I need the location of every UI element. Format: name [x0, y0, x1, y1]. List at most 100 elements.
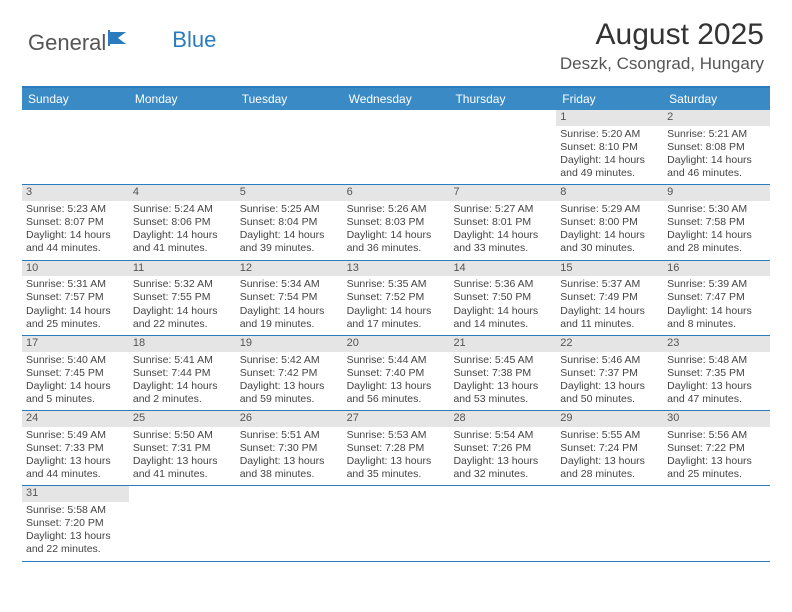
empty-cell: [22, 110, 129, 184]
daylight-line: Daylight: 14 hours and 46 minutes.: [667, 154, 766, 180]
sunset-line: Sunset: 7:58 PM: [667, 216, 766, 229]
dow-row: SundayMondayTuesdayWednesdayThursdayFrid…: [22, 88, 770, 110]
dow-tuesday: Tuesday: [236, 88, 343, 110]
sunrise-line: Sunrise: 5:29 AM: [560, 203, 659, 216]
daylight-line: Daylight: 14 hours and 39 minutes.: [240, 229, 339, 255]
daylight-line: Daylight: 13 hours and 25 minutes.: [667, 455, 766, 481]
sunset-line: Sunset: 7:26 PM: [453, 442, 552, 455]
day-number: 11: [129, 261, 236, 277]
title-block: August 2025 Deszk, Csongrad, Hungary: [560, 18, 764, 74]
sunset-line: Sunset: 7:45 PM: [26, 367, 125, 380]
daylight-line: Daylight: 14 hours and 5 minutes.: [26, 380, 125, 406]
sunrise-line: Sunrise: 5:49 AM: [26, 429, 125, 442]
sunset-line: Sunset: 7:40 PM: [347, 367, 446, 380]
sunrise-line: Sunrise: 5:51 AM: [240, 429, 339, 442]
daylight-line: Daylight: 14 hours and 33 minutes.: [453, 229, 552, 255]
sunrise-line: Sunrise: 5:41 AM: [133, 354, 232, 367]
day-cell: 15Sunrise: 5:37 AMSunset: 7:49 PMDayligh…: [556, 261, 663, 335]
sunrise-line: Sunrise: 5:54 AM: [453, 429, 552, 442]
sunrise-line: Sunrise: 5:27 AM: [453, 203, 552, 216]
day-cell: 17 Sunrise: 5:40 AMSunset: 7:45 PMDayligh…: [22, 336, 129, 410]
empty-cell: [343, 486, 450, 560]
day-cell: 28Sunrise: 5:54 AMSunset: 7:26 PMDayligh…: [449, 411, 556, 485]
day-cell: 6Sunrise: 5:26 AMSunset: 8:03 PMDaylight…: [343, 185, 450, 259]
dow-thursday: Thursday: [449, 88, 556, 110]
sunset-line: Sunset: 8:10 PM: [560, 141, 659, 154]
day-cell: 25Sunrise: 5:50 AMSunset: 7:31 PMDayligh…: [129, 411, 236, 485]
daylight-line: Daylight: 14 hours and 28 minutes.: [667, 229, 766, 255]
day-number: 10: [22, 261, 129, 277]
day-number: 16: [663, 261, 770, 277]
sunset-line: Sunset: 8:07 PM: [26, 216, 125, 229]
sunset-line: Sunset: 7:28 PM: [347, 442, 446, 455]
sunset-line: Sunset: 7:24 PM: [560, 442, 659, 455]
day-cell: 27Sunrise: 5:53 AMSunset: 7:28 PMDayligh…: [343, 411, 450, 485]
day-cell: 14Sunrise: 5:36 AMSunset: 7:50 PMDayligh…: [449, 261, 556, 335]
daylight-line: Daylight: 14 hours and 44 minutes.: [26, 229, 125, 255]
sunset-line: Sunset: 8:03 PM: [347, 216, 446, 229]
day-cell: 12Sunrise: 5:34 AMSunset: 7:54 PMDayligh…: [236, 261, 343, 335]
empty-cell: [449, 486, 556, 560]
daylight-line: Daylight: 13 hours and 35 minutes.: [347, 455, 446, 481]
brand-word1: General: [28, 30, 106, 56]
day-number: 29: [556, 411, 663, 427]
empty-cell: [129, 110, 236, 184]
day-cell: 23Sunrise: 5:48 AMSunset: 7:35 PMDayligh…: [663, 336, 770, 410]
sunset-line: Sunset: 7:54 PM: [240, 291, 339, 304]
day-number: 13: [343, 261, 450, 277]
day-number: 31: [22, 486, 129, 502]
week-row: 1Sunrise: 5:20 AMSunset: 8:10 PMDaylight…: [22, 110, 770, 185]
sunrise-line: Sunrise: 5:24 AM: [133, 203, 232, 216]
sunrise-line: Sunrise: 5:25 AM: [240, 203, 339, 216]
header: General Blue August 2025 Deszk, Csongrad…: [0, 0, 792, 82]
day-number: 4: [129, 185, 236, 201]
month-title: August 2025: [560, 18, 764, 52]
day-number: 15: [556, 261, 663, 277]
dow-wednesday: Wednesday: [343, 88, 450, 110]
day-number: 20: [343, 336, 450, 352]
sunset-line: Sunset: 7:31 PM: [133, 442, 232, 455]
week-row: 10Sunrise: 5:31 AMSunset: 7:57 PM Dayligh…: [22, 261, 770, 336]
dow-friday: Friday: [556, 88, 663, 110]
day-cell: 26Sunrise: 5:51 AMSunset: 7:30 PMDayligh…: [236, 411, 343, 485]
day-cell: 31Sunrise: 5:58 AMSunset: 7:20 PMDayligh…: [22, 486, 129, 560]
day-cell: 18Sunrise: 5:41 AMSunset: 7:44 PMDayligh…: [129, 336, 236, 410]
sunset-line: Sunset: 7:49 PM: [560, 291, 659, 304]
day-cell: 21Sunrise: 5:45 AMSunset: 7:38 PMDayligh…: [449, 336, 556, 410]
sunset-line: Sunset: 7:37 PM: [560, 367, 659, 380]
day-number: 26: [236, 411, 343, 427]
sunset-line: Sunset: 8:06 PM: [133, 216, 232, 229]
sunrise-line: Sunrise: 5:30 AM: [667, 203, 766, 216]
day-number: 17: [22, 336, 129, 352]
day-cell: 5Sunrise: 5:25 AMSunset: 8:04 PMDaylight…: [236, 185, 343, 259]
empty-cell: [236, 486, 343, 560]
day-cell: 11Sunrise: 5:32 AMSunset: 7:55 PMDayligh…: [129, 261, 236, 335]
daylight-line: Daylight: 14 hours and 36 minutes.: [347, 229, 446, 255]
empty-cell: [449, 110, 556, 184]
daylight-line: Daylight: 13 hours and 50 minutes.: [560, 380, 659, 406]
daylight-line: Daylight: 13 hours and 47 minutes.: [667, 380, 766, 406]
sunset-line: Sunset: 7:35 PM: [667, 367, 766, 380]
daylight-line: Daylight: 14 hours and 41 minutes.: [133, 229, 232, 255]
day-number: 7: [449, 185, 556, 201]
sunset-line: Sunset: 7:57 PM: [26, 291, 125, 304]
sunrise-line: Sunrise: 5:45 AM: [453, 354, 552, 367]
daylight-line: Daylight: 14 hours and 11 minutes.: [560, 305, 659, 331]
sunrise-line: Sunrise: 5:37 AM: [560, 278, 659, 291]
empty-cell: [663, 486, 770, 560]
sunset-line: Sunset: 7:20 PM: [26, 517, 125, 530]
day-cell: 2Sunrise: 5:21 AMSunset: 8:08 PMDaylight…: [663, 110, 770, 184]
day-cell: 19Sunrise: 5:42 AMSunset: 7:42 PMDayligh…: [236, 336, 343, 410]
empty-cell: [343, 110, 450, 184]
sunrise-line: Sunrise: 5:40 AM: [26, 354, 125, 367]
day-number: 25: [129, 411, 236, 427]
daylight-line: Daylight: 14 hours and 49 minutes.: [560, 154, 659, 180]
day-number: 9: [663, 185, 770, 201]
sunrise-line: Sunrise: 5:26 AM: [347, 203, 446, 216]
dow-saturday: Saturday: [663, 88, 770, 110]
sunrise-line: Sunrise: 5:34 AM: [240, 278, 339, 291]
day-cell: 3Sunrise: 5:23 AMSunset: 8:07 PMDaylight…: [22, 185, 129, 259]
sunrise-line: Sunrise: 5:31 AM: [26, 278, 125, 291]
day-number: 12: [236, 261, 343, 277]
day-number: 21: [449, 336, 556, 352]
